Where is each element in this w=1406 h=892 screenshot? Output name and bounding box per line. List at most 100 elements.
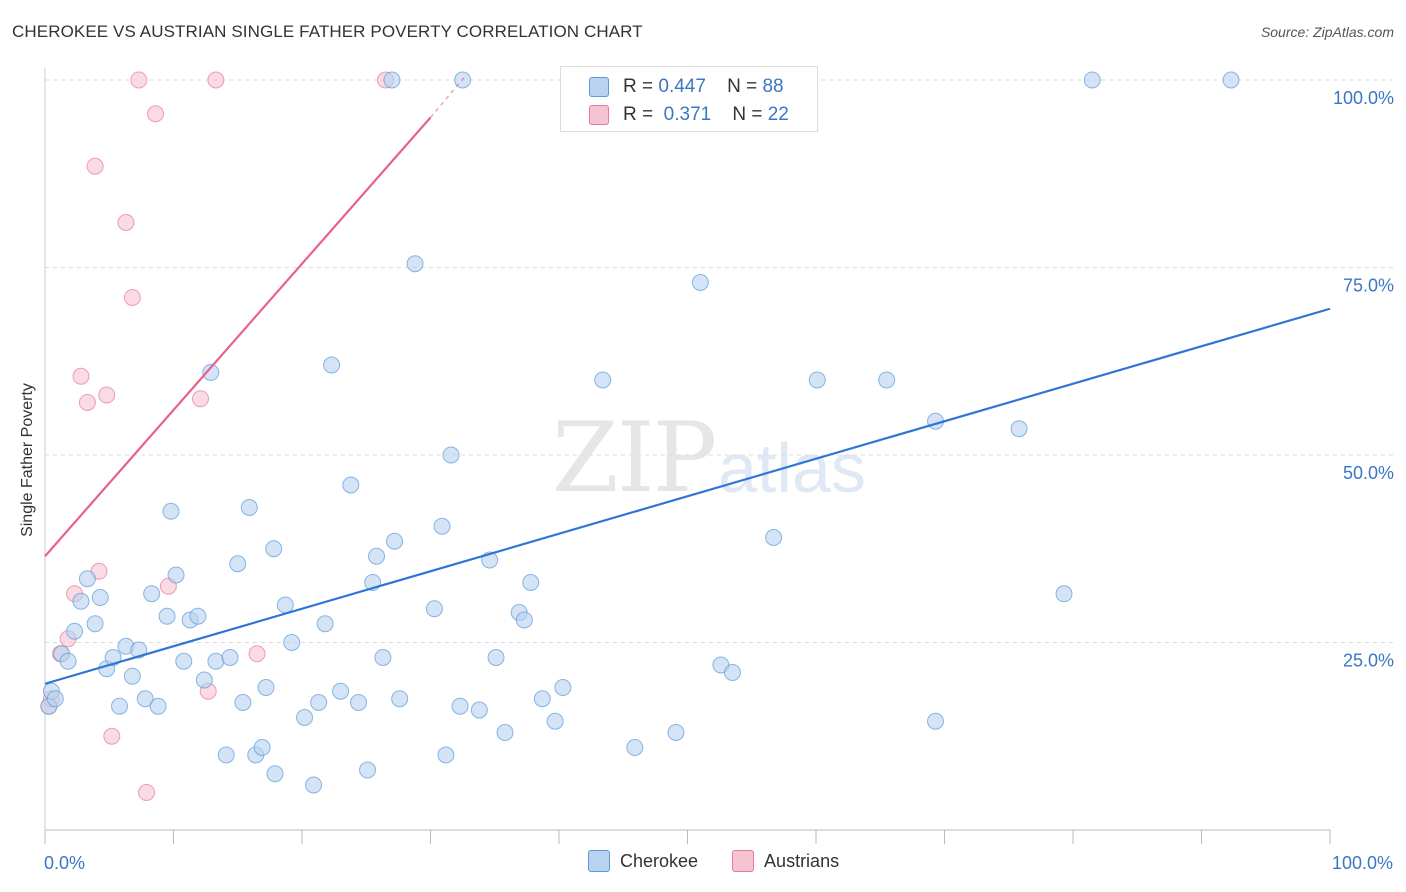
cherokee-point — [691, 274, 709, 291]
y-tick-label: 100.0% — [1333, 88, 1394, 108]
legend-item-austrians: Austrians — [732, 850, 839, 872]
cherokee-point — [808, 371, 826, 389]
legend-n-value: 22 — [767, 104, 789, 125]
cherokee-point — [350, 694, 368, 711]
cherokee-swatch — [589, 77, 609, 97]
cherokee-point — [266, 765, 284, 783]
cherokee-point — [470, 701, 488, 719]
cherokee-point — [515, 611, 533, 629]
cherokee-point — [202, 364, 220, 381]
cherokee-point — [46, 690, 64, 708]
x-tick-label: 100.0% — [1332, 853, 1393, 873]
austrians-point — [72, 367, 90, 385]
cherokee-point — [66, 622, 84, 640]
cherokee-point — [234, 694, 252, 711]
austrians-point — [130, 71, 148, 89]
austrians-swatch — [589, 105, 609, 125]
austrians-point — [248, 645, 266, 663]
cherokee-point — [878, 371, 896, 389]
cherokee-point — [265, 540, 283, 558]
cherokee-point — [533, 690, 551, 708]
legend-r-value: 0.447 — [658, 76, 706, 97]
cherokee-point — [162, 502, 180, 520]
cherokee-point — [305, 776, 323, 794]
legend-n-value: 88 — [762, 76, 784, 97]
cherokee-point — [149, 697, 167, 715]
legend-row-cherokee: R = 0.447 N = 88 — [561, 73, 784, 101]
cherokee-point — [383, 71, 401, 89]
legend-row-austrians: R = 0.371 N = 22 — [561, 101, 789, 129]
watermark-atlas: atlas — [718, 429, 866, 507]
cherokee-point — [765, 529, 783, 546]
cherokee-point — [496, 724, 514, 741]
austrians-point — [138, 784, 156, 801]
austrians-point — [207, 71, 225, 89]
source-label: Source: ZipAtlas.com — [1260, 24, 1394, 40]
legend-r-label: R = — [623, 104, 654, 125]
cherokee-point — [253, 739, 271, 756]
legend-item-cherokee: Cherokee — [588, 850, 698, 872]
cherokee-point — [143, 585, 161, 603]
cherokee-point — [359, 761, 377, 779]
cherokee-point — [59, 652, 77, 670]
austrians-point — [98, 386, 116, 404]
austrians-point — [123, 289, 141, 306]
cherokee-point — [130, 641, 148, 659]
cherokee-point — [111, 697, 129, 715]
cherokee-point — [386, 532, 404, 550]
cherokee-point — [927, 712, 945, 730]
y-tick-label: 50.0% — [1343, 463, 1394, 483]
cherokee-point — [217, 746, 235, 764]
cherokee-point — [240, 499, 258, 516]
cherokee-point — [175, 652, 193, 670]
cherokee-point — [189, 607, 207, 625]
cherokee-point — [167, 566, 185, 584]
austrians-point — [103, 727, 121, 745]
cherokee-point — [332, 682, 350, 700]
cherokee-point — [342, 476, 360, 494]
legend-r-value: 0.371 — [663, 104, 712, 125]
cherokee-point — [316, 615, 334, 633]
cherokee-point — [221, 649, 239, 666]
cherokee-point — [86, 615, 104, 633]
cherokee-point — [195, 671, 213, 689]
cherokee-point — [257, 679, 275, 696]
chart-title: CHEROKEE VS AUSTRIAN SINGLE FATHER POVER… — [12, 22, 643, 41]
cherokee-trend-line — [44, 307, 1331, 685]
cherokee-point — [283, 634, 301, 651]
legend-n-label: N = — [727, 76, 758, 97]
cherokee-point — [1222, 71, 1240, 89]
cherokee-point — [554, 679, 572, 696]
cherokee-point — [594, 371, 612, 389]
cherokee-point — [136, 690, 154, 708]
y-tick-label: 25.0% — [1343, 651, 1394, 671]
austrians-point — [191, 390, 209, 408]
legend-r-label: R = — [623, 76, 654, 97]
austrians-point — [78, 394, 96, 411]
y-tick-label: 75.0% — [1343, 276, 1394, 296]
cherokee-point — [451, 697, 469, 715]
austrians-trend-extension — [429, 75, 466, 118]
legend-label-cherokee: Cherokee — [620, 850, 699, 871]
cherokee-point — [391, 690, 409, 708]
cherokee-point — [437, 746, 455, 764]
legend-label-austrians: Austrians — [764, 850, 840, 871]
austrians-point — [147, 105, 165, 123]
x-tick-label: 0.0% — [44, 853, 85, 873]
cherokee-point — [1055, 585, 1073, 603]
cherokee-point — [546, 712, 564, 730]
cherokee-point — [78, 570, 96, 588]
cherokee-point — [667, 724, 685, 741]
cherokee-point — [158, 607, 176, 625]
austrians-legend-swatch — [732, 850, 755, 872]
cherokee-point — [323, 356, 341, 374]
cherokee-point — [1010, 420, 1028, 438]
cherokee-point — [296, 709, 314, 726]
y-axis-label: Single Father Poverty — [19, 383, 36, 537]
cherokee-point — [229, 555, 247, 573]
cherokee-point — [723, 664, 741, 681]
cherokee-point — [522, 574, 540, 591]
cherokee-point — [368, 547, 386, 565]
cherokee-point — [374, 649, 392, 666]
